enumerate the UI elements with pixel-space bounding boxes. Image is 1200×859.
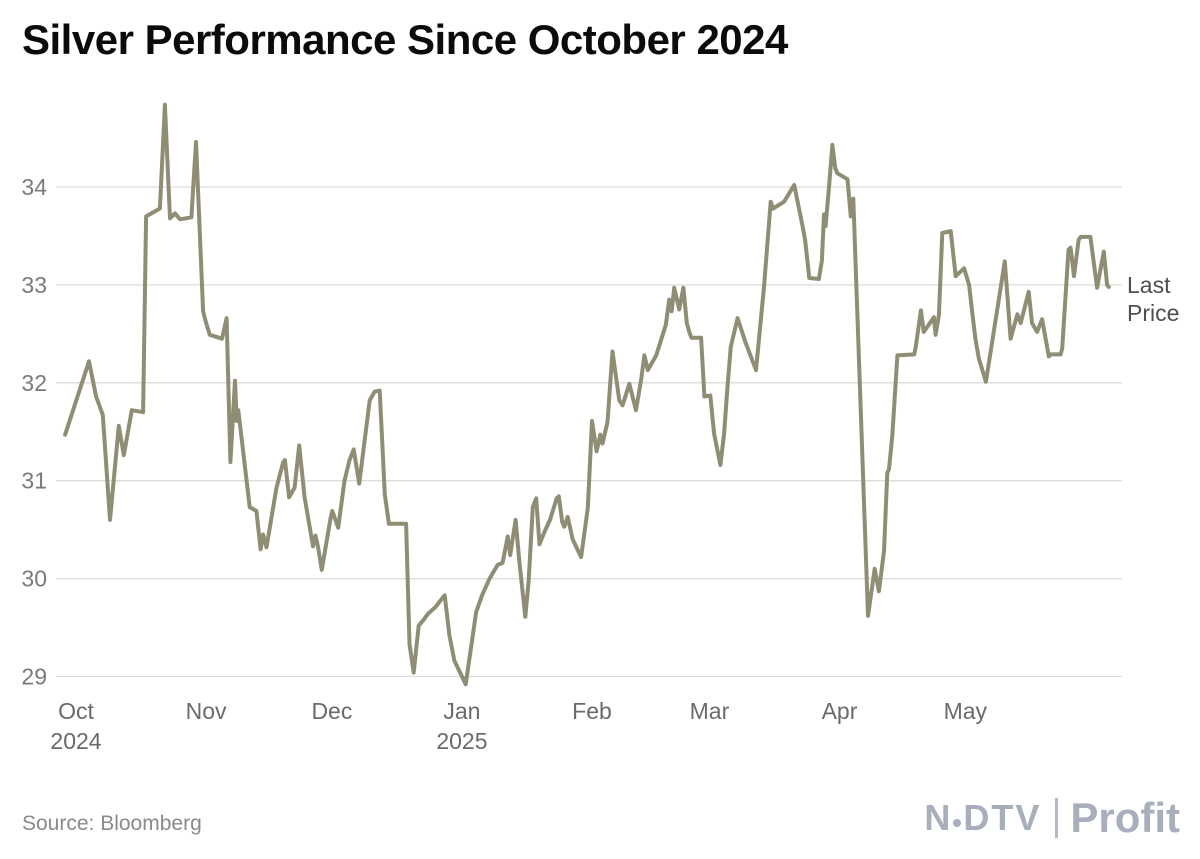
y-tick-label-34: 34 — [21, 174, 47, 200]
x-tick-label-oct: Oct — [58, 698, 94, 724]
x-tick-label-jan: Jan — [443, 698, 480, 724]
x-tick-label-may: May — [944, 698, 988, 724]
last-price-annotation: Last Price — [1127, 271, 1179, 327]
source-label: Source: Bloomberg — [22, 812, 202, 835]
y-tick-label-29: 29 — [21, 664, 47, 690]
x-tick-sublabel-2024: 2024 — [50, 728, 101, 754]
x-tick-label-mar: Mar — [690, 698, 730, 724]
last-price-line1: Last — [1127, 272, 1171, 298]
ndtv-profit-logo: N DTV Profit — [924, 792, 1180, 844]
page-title: Silver Performance Since October 2024 — [22, 16, 788, 63]
x-tick-label-nov: Nov — [186, 698, 227, 724]
y-tick-label-30: 30 — [21, 566, 47, 592]
profit-logo-text: Profit — [1070, 794, 1180, 841]
ndtv-logo-text: N DTV — [924, 797, 1042, 838]
y-tick-label-33: 33 — [21, 272, 47, 298]
y-tick-label-32: 32 — [21, 370, 47, 396]
ndtv-logo-dot-icon — [953, 819, 962, 827]
silver-price-line — [63, 102, 1111, 687]
last-price-line2: Price — [1127, 300, 1180, 326]
y-tick-label-31: 31 — [21, 468, 47, 494]
x-tick-label-apr: Apr — [822, 698, 858, 724]
x-tick-label-feb: Feb — [572, 698, 612, 724]
x-tick-label-dec: Dec — [311, 698, 352, 724]
logo-separator — [1055, 798, 1059, 838]
x-tick-sublabel-2025: 2025 — [436, 728, 487, 754]
